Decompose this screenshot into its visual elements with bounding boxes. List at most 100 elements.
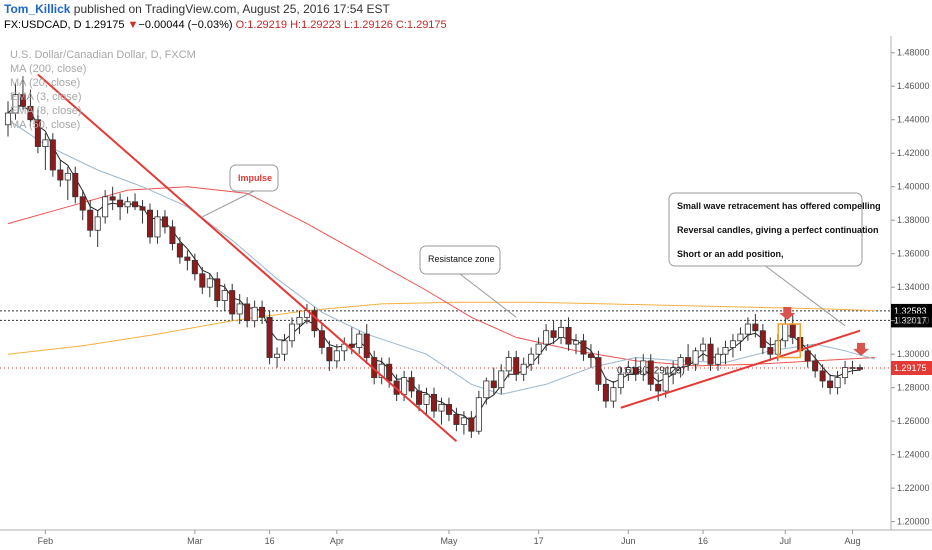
candle-body-down [117,199,124,208]
candle-body-down [565,326,572,345]
candle [617,367,624,395]
candle-body-up [744,323,751,335]
candle-body-down [363,333,370,358]
candle-body-up [834,377,841,389]
note-callout[interactable]: Small wave retracement has offered compe… [668,192,881,327]
impulse-trend-line[interactable] [37,73,458,442]
chart-legend: U.S. Dollar/Canadian Dollar, D, FXCM MA (… [10,49,196,131]
candle-body-up [842,367,849,379]
candle-body-down [169,226,176,245]
publish-info: published on TradingView.com, August 25,… [70,2,390,16]
candle [87,200,94,237]
candle-body-down [655,383,662,392]
annotations[interactable]: Impulse Resistance zone Small wave retrace… [202,164,881,376]
candle [34,109,41,154]
candle [729,334,736,358]
candle-body-up [535,343,542,355]
candle-body-up [849,367,856,369]
candle [572,334,580,355]
down-arrow-2-icon [853,342,869,356]
candle [520,357,527,381]
candle [677,354,684,378]
candle-body-up [124,201,131,208]
resistance-callout-text: Resistance zone [428,254,495,264]
impulse-callout-text: Impulse [238,173,272,183]
candle [580,334,587,361]
candle [57,159,64,187]
candle-body-up [610,387,617,402]
x-tick-label: Jul [780,536,792,546]
candle [4,101,12,137]
candle-body-down [647,360,654,385]
legend-item: MA (20, close) [10,77,80,89]
candle [483,377,490,405]
candle [737,327,744,351]
legend-item: U.S. Dollar/Canadian Dollar, D, FXCM [10,49,196,61]
legend-item: EMA (3, close) [10,91,82,103]
candle-body-down [468,417,475,432]
plot-background [0,36,891,530]
candle-body-up [543,330,550,345]
candle-body-down [34,119,41,147]
candle-body-down [550,330,557,338]
candle-body-down [19,94,26,107]
y-tick-label: 1.26000 [897,416,930,426]
y-tick-label: 1.48000 [897,48,930,58]
y-tick-label: 1.24000 [897,450,930,460]
candle-body-down [804,350,811,362]
candle [744,317,751,341]
candle-body-up [12,94,19,114]
note-callout-text: Reversal candles, giving a perfect conti… [677,225,879,235]
candle [505,350,512,378]
y-tick-label: 1.42000 [897,148,930,158]
price-change: −0.00044 (−0.03%) [138,19,233,31]
candle-body-up [572,340,580,345]
candle-body-down [632,367,639,375]
candle-body-up [729,340,736,348]
publish-line: Tom_Killick published on TradingView.com… [4,2,390,16]
candle-body-down [453,414,460,425]
legend-item: EMA (8, close) [10,105,82,117]
y-axis-ticks: 1.48000 1.46000 1.44000 1.42000 1.40000 1.380… [891,48,930,527]
legend-item: MA (200, close) [10,63,86,75]
ma200-line [7,301,875,355]
candle-body-up [4,112,12,126]
candle-body-down [416,390,423,405]
impulse-callout[interactable]: Impulse [202,164,279,218]
resistance-callout[interactable]: Resistance zone [419,245,517,318]
candle [124,196,131,214]
candle-body-up [221,290,228,301]
candle-body-down [752,323,759,332]
resistance-callout-box [419,245,501,275]
candle-body-up [640,360,647,375]
candle [251,300,258,328]
author-link[interactable]: Tom_Killick [4,2,71,16]
level-label-0: 1.32583 [894,306,927,316]
candle-body-up [483,380,490,399]
candle-body-down [57,169,64,181]
trend-lines[interactable] [37,73,861,442]
note-callout-text: Small wave retracement has offered compe… [677,201,881,211]
rising-trend-line[interactable] [620,329,861,409]
candle [468,411,475,438]
candle [595,350,602,392]
y-tick-label: 1.40000 [897,182,930,192]
candle [610,380,617,408]
candle-body-down [146,209,154,238]
candle-body-down [161,216,168,228]
candle [117,193,124,221]
candle-body-up [528,353,535,365]
candle-body-down [386,363,393,382]
candle [647,354,654,392]
candle [378,357,385,385]
candle [206,273,213,298]
candle-body-up [288,323,296,342]
candle [543,324,550,351]
x-tick-label: 16 [265,536,275,546]
candle-body-up [722,347,729,355]
candle-body-down [184,256,191,261]
candle [161,210,168,234]
last-price: 1.29175 [84,19,125,31]
candle-body-down [348,343,355,348]
